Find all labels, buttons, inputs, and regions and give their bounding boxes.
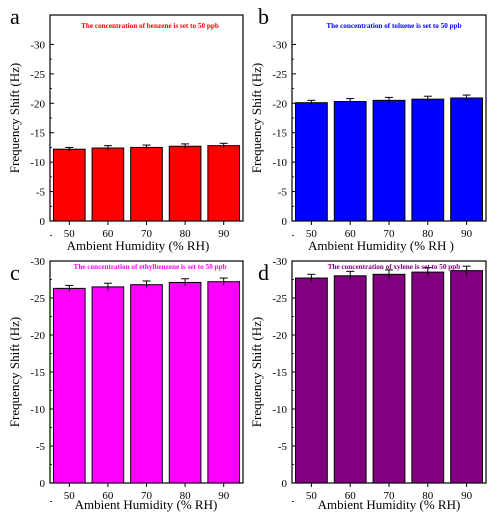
chart-annotation: The concentration of toluene is set to 5… [326,22,461,30]
y-tick-label: 0 [282,478,288,490]
bar [372,273,406,484]
x-axis-label: Ambient Humidity (% RH ) [308,238,454,253]
panel-letter-c: c [10,260,20,285]
y-tick-label: -30 [272,256,287,268]
y-tick-label: -15 [272,367,287,379]
bar [450,97,484,222]
x-tick-label: 90 [461,490,473,502]
x-axis-label: Ambient Humidity (% RH) [67,238,210,253]
y-axis-label: Frequency Shift (Hz) [7,317,22,427]
y-tick-label: -30 [30,39,45,51]
bar [450,270,484,484]
bar [168,145,202,222]
y-tick-label: -10 [30,157,45,169]
y-tick-label: -25 [272,69,287,81]
y-tick-label: -30 [272,39,287,51]
x-tick-label: 60 [345,228,357,240]
x-tick-label: 70 [384,228,396,240]
bar [333,101,367,222]
x-tick-label: 80 [422,490,434,502]
x-tick-label: 60 [102,490,114,502]
x-tick-label: 90 [218,490,230,502]
panel-letter-a: a [10,4,20,29]
y-axis-label: Frequency Shift (Hz) [249,63,264,173]
y-tick-label: -20 [272,330,287,342]
y-tick-label: -25 [30,293,45,305]
y-tick-label: -25 [30,69,45,81]
y-tick-label: -20 [30,98,45,110]
bar [52,287,86,484]
x-tick-label: 50 [306,228,318,240]
x-axis-label: Ambient Humidity (% RH) [75,497,218,512]
y-tick-label: -15 [30,128,45,140]
bar [411,98,445,222]
y-tick-label: -15 [30,367,45,379]
y-tick-label: 0 [40,216,46,228]
bar [333,275,367,484]
chart-panel-a: a 0 -5 -10 -15 -20 -25 -30 50 60 70 80 90 The concent… [7,4,244,253]
bar [168,281,202,484]
x-tick-label: 70 [141,228,153,240]
x-axis-label: Ambient Humidity (% RH) [318,497,461,512]
y-axis-label: Frequency Shift (Hz) [7,63,22,173]
y-tick-label: -5 [278,441,288,453]
x-tick-label: 60 [345,490,357,502]
bar [411,271,445,484]
y-tick-label: -10 [30,404,45,416]
y-tick-label: -20 [272,98,287,110]
panel-letter-d: d [258,260,269,285]
y-tick-label: 0 [40,478,46,490]
bar [372,99,406,222]
bar [91,286,125,484]
y-tick-label: 0 [282,216,288,228]
y-tick-label: -25 [272,293,287,305]
x-tick-label: 80 [180,228,192,240]
chart-panel-c: c 0 -5 -10 -15 -20 -25 -30 50 60 70 80 90 The concent… [7,256,244,512]
bar [294,102,328,222]
bar [207,145,241,222]
bar [207,281,241,484]
y-tick-label: -10 [272,404,287,416]
x-tick-label: 50 [64,490,76,502]
bar [91,147,125,222]
chart-annotation: The concentration of ethylbenzene is set… [74,263,227,271]
x-tick-label: 90 [461,228,473,240]
x-tick-label: 50 [64,228,76,240]
y-tick-label: -10 [272,157,287,169]
y-tick-label: -5 [278,187,288,199]
panel-letter-b: b [258,4,269,29]
y-tick-label: -5 [36,441,46,453]
chart-annotation: The concentration of benzene is set to 5… [81,22,219,30]
y-tick-label: -20 [30,330,45,342]
chart-annotation: The concentration of xylene is set to 50… [328,263,461,271]
x-tick-label: 80 [422,228,434,240]
y-tick-label: -5 [36,187,46,199]
x-tick-label: 90 [218,228,230,240]
x-tick-label: 70 [384,490,396,502]
x-tick-label: 50 [306,490,318,502]
bar [130,284,163,484]
y-axis-label: Frequency Shift (Hz) [249,317,264,427]
x-tick-label: 80 [180,490,192,502]
bar [130,146,163,222]
bar [52,148,86,222]
bar [294,277,328,484]
chart-panel-b: b 0 -5 -10 -15 -20 -25 -30 50 60 70 80 90 The concent… [249,4,487,253]
x-tick-label: 70 [141,490,153,502]
chart-panel-d: d 0 -5 -10 -15 -20 -25 -30 50 60 70 80 90 The concent… [249,256,487,512]
y-tick-label: -15 [272,128,287,140]
x-tick-label: 60 [102,228,114,240]
y-tick-label: -30 [30,256,45,268]
